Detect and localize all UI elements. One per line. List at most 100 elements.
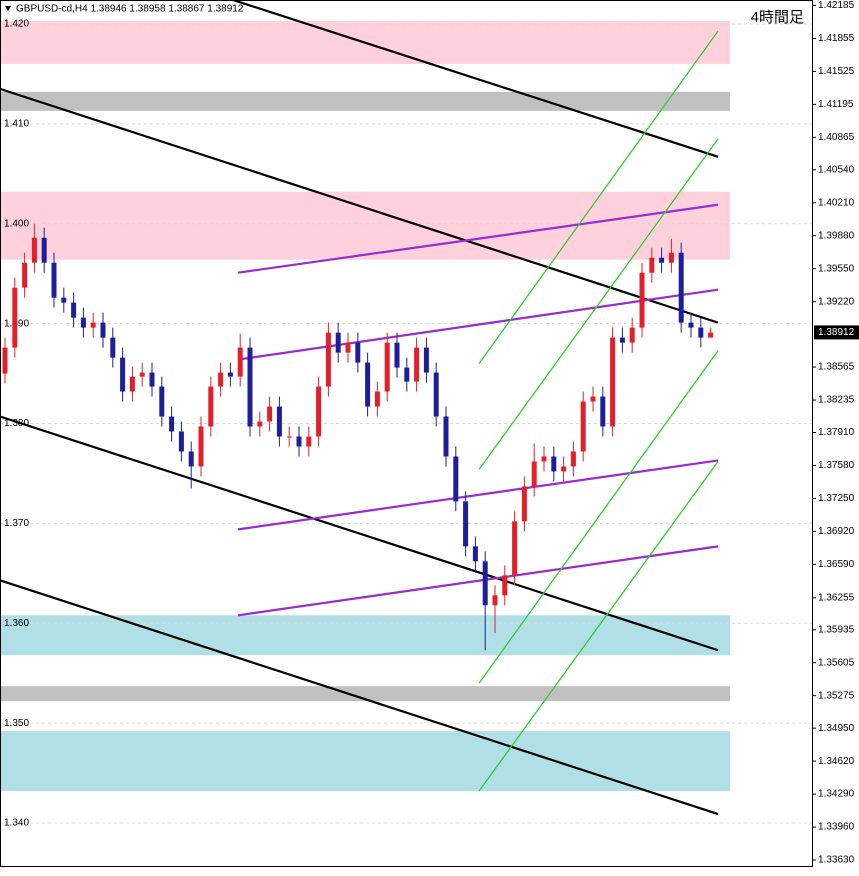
plot-area: 1.4201.4101.4001.3901.3801.3701.3601.350… [0, 0, 812, 829]
candle-body [374, 391, 380, 407]
candle-body [433, 372, 439, 417]
trendline [0, 415, 719, 652]
y-tick-label: 1.34950 [818, 723, 855, 734]
y-tick-label: 1.41195 [818, 99, 854, 110]
trendline [478, 30, 719, 364]
candle-body [619, 337, 625, 343]
trendline [0, 87, 719, 324]
candle-body [22, 262, 28, 288]
candle-body [404, 367, 410, 382]
candle-body [463, 501, 469, 547]
candle-body [384, 342, 390, 392]
trendline [237, 288, 719, 361]
symbol-header: GBPUSD-cd,H4 1.38946 1.38958 1.38867 1.3… [16, 4, 244, 15]
trendline [237, 203, 719, 274]
y-tick-label: 1.33630 [818, 855, 855, 866]
y-tick-label: 1.39220 [818, 296, 855, 307]
y-tick-label: 1.41525 [818, 66, 855, 77]
candle-body [708, 332, 714, 338]
y-tick-label: 1.40865 [818, 132, 855, 143]
candle-body [178, 431, 184, 452]
candle-body [443, 416, 449, 457]
candle-body [423, 347, 429, 373]
candle-body [541, 456, 547, 462]
candle-body [149, 372, 155, 387]
y-tick-label: 1.37910 [818, 427, 855, 438]
candle-body [472, 546, 478, 562]
level-label: 1.360 [4, 618, 29, 629]
plot-frame [0, 0, 813, 867]
level-label: 1.350 [4, 718, 29, 729]
level-label: 1.340 [4, 818, 29, 829]
y-tick-label: 1.35605 [818, 657, 855, 668]
candle-body [12, 287, 18, 348]
level-label: 1.400 [4, 218, 29, 229]
candle-body [325, 332, 331, 387]
candle-body [90, 322, 96, 328]
candle-body [120, 357, 126, 392]
y-tick-label: 1.42185 [818, 0, 855, 11]
candle-body [668, 252, 674, 263]
y-tick-label: 1.36590 [818, 559, 855, 570]
level-label: 1.410 [4, 118, 29, 129]
candle-body [639, 272, 645, 328]
candle-body [227, 372, 233, 377]
candle-body [110, 337, 116, 358]
candle-body [698, 327, 704, 338]
y-tick-label: 1.39550 [818, 263, 855, 274]
candle-body [276, 406, 282, 437]
candle-body [41, 237, 47, 263]
candle-body [316, 386, 322, 437]
candle-body [570, 451, 576, 467]
candle-body [169, 416, 175, 432]
y-tick-label: 1.38565 [818, 362, 855, 373]
candle-body [561, 466, 567, 472]
zone [0, 91, 730, 111]
candle-body [551, 456, 557, 472]
candle-body [610, 337, 616, 427]
candle-body [198, 426, 204, 467]
candle-body [482, 561, 488, 606]
level-label: 1.380 [4, 418, 29, 429]
y-tick-label: 1.40540 [818, 164, 855, 175]
candle-body [2, 347, 8, 374]
candle-body [100, 322, 106, 338]
y-tick-label: 1.34620 [818, 756, 855, 767]
y-tick-label: 1.35935 [818, 624, 855, 635]
timeframe-label: 4時間足 [751, 9, 804, 26]
candle-body [688, 322, 694, 328]
y-tick-label: 1.36920 [818, 526, 855, 537]
y-tick-label: 1.38235 [818, 395, 855, 406]
candle-body [247, 347, 253, 427]
zone [0, 731, 730, 792]
candle-body [512, 521, 518, 576]
y-tick-label: 1.37250 [818, 493, 855, 504]
candle-body [365, 362, 371, 407]
candle-body [649, 257, 655, 273]
candle-body [61, 297, 67, 303]
candle-body [492, 595, 498, 606]
candle-body [345, 342, 351, 353]
y-tick-label: 1.37580 [818, 460, 855, 471]
level-label: 1.370 [4, 518, 29, 529]
candle-body [414, 347, 420, 382]
candle-body [208, 386, 214, 427]
trendline [237, 545, 719, 617]
candle-body [659, 257, 665, 263]
candle-body [71, 302, 77, 318]
candle-body [51, 262, 57, 298]
y-tick-label: 1.33960 [818, 822, 855, 833]
candle-body [237, 347, 243, 377]
y-tick-label: 1.34290 [818, 789, 855, 800]
candle-body [590, 396, 596, 402]
trendline [232, 0, 719, 158]
candle-body [629, 327, 635, 343]
last-price-label: 1.38912 [818, 327, 855, 338]
candle-body [335, 332, 341, 353]
candle-body [257, 421, 263, 427]
y-tick-label: 1.40210 [818, 197, 855, 208]
candle-body [580, 401, 586, 452]
candle-body [394, 342, 400, 368]
